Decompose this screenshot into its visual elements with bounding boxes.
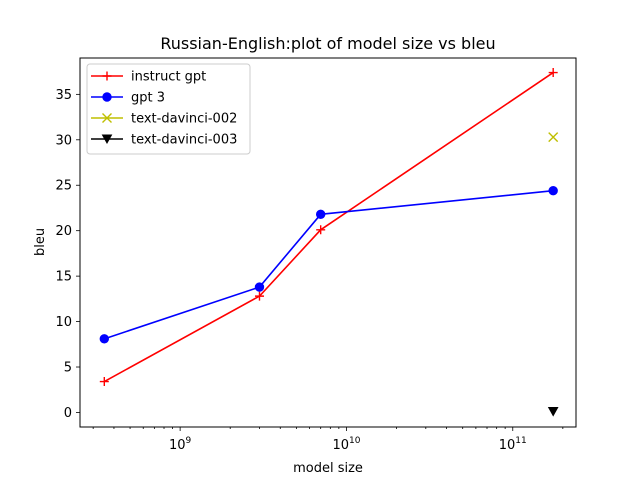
legend-marker xyxy=(102,92,112,102)
series-line xyxy=(104,189,554,340)
legend-label: text-davinci-002 xyxy=(131,112,237,127)
y-tick-label: 0 xyxy=(64,406,72,421)
series-3 xyxy=(547,407,559,417)
x-axis: 109 1010 1011 xyxy=(92,427,564,453)
y-tick-label: 25 xyxy=(55,179,72,194)
legend-marker xyxy=(102,71,112,81)
data-point xyxy=(254,282,265,292)
series-2 xyxy=(548,132,559,143)
legend-marker xyxy=(102,113,112,123)
data-point xyxy=(548,132,559,143)
data-point xyxy=(254,291,264,301)
x-tick-label: 1010 xyxy=(332,436,360,453)
legend-label: text-davinci-003 xyxy=(131,133,237,148)
legend-marker xyxy=(101,134,113,145)
legend-entry: text-davinci-002 xyxy=(91,112,237,127)
data-point xyxy=(547,407,559,417)
legend-entry: text-davinci-003 xyxy=(91,133,237,148)
legend-entry: instruct gpt xyxy=(91,70,206,85)
legend-label: instruct gpt xyxy=(131,70,206,85)
chart-title: Russian-English:plot of model size vs bl… xyxy=(160,34,495,53)
data-point xyxy=(548,185,558,196)
data-point xyxy=(316,225,326,235)
legend-box xyxy=(86,63,251,155)
legend-entry: gpt 3 xyxy=(91,91,165,106)
data-point xyxy=(99,334,110,344)
x-tick-label: 1011 xyxy=(499,436,527,453)
series-line xyxy=(103,71,554,383)
legend-label: gpt 3 xyxy=(131,91,165,106)
legend: instruct gpt gpt 3 text-davinci-002 text-da… xyxy=(86,63,251,155)
series-1 xyxy=(99,185,558,344)
y-tick-label: 15 xyxy=(55,270,72,285)
y-tick-label: 10 xyxy=(55,315,72,330)
x-tick-label: 109 xyxy=(169,436,192,453)
y-tick-label: 5 xyxy=(64,361,72,376)
axes-frame xyxy=(79,57,577,428)
series-0 xyxy=(99,68,558,387)
x-axis-label: model size xyxy=(293,461,363,476)
plot-area xyxy=(99,68,559,417)
y-tick-label: 20 xyxy=(55,224,72,239)
data-point xyxy=(548,68,558,78)
data-point xyxy=(99,377,109,387)
y-tick-label: 30 xyxy=(55,133,72,148)
y-axis: 0 5 10 15 20 25 30 35 xyxy=(55,88,80,421)
y-axis-label: bleu xyxy=(33,228,48,256)
data-point xyxy=(315,209,326,220)
y-tick-label: 35 xyxy=(55,88,72,103)
